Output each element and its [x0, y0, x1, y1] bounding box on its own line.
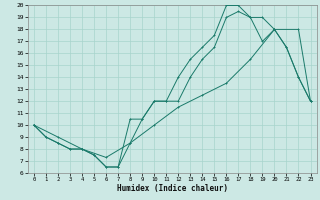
- X-axis label: Humidex (Indice chaleur): Humidex (Indice chaleur): [117, 184, 228, 193]
